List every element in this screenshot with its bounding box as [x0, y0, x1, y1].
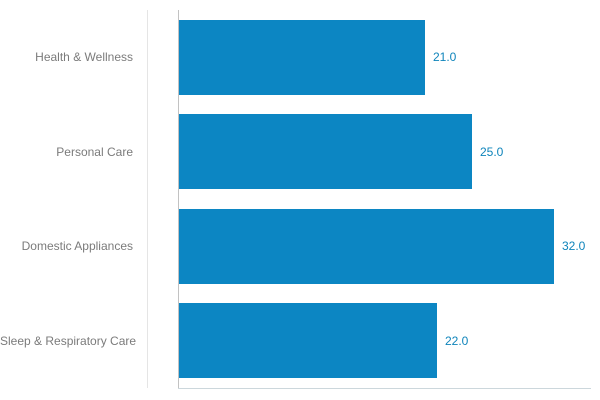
value-label: 22.0 [445, 334, 469, 348]
category-label: Domestic Appliances [21, 239, 133, 253]
value-label: 25.0 [480, 145, 504, 159]
x-axis-line [178, 388, 591, 389]
bar [179, 303, 437, 378]
bar [179, 209, 554, 284]
bar [179, 114, 472, 189]
plot-left-border-line [147, 10, 148, 388]
value-label: 32.0 [562, 239, 586, 253]
value-label: 21.0 [433, 50, 457, 64]
category-label: Personal Care [56, 145, 133, 159]
bar [179, 20, 425, 95]
category-label: Health & Wellness [35, 50, 133, 64]
category-label: Sleep & Respiratory Care [0, 334, 137, 348]
